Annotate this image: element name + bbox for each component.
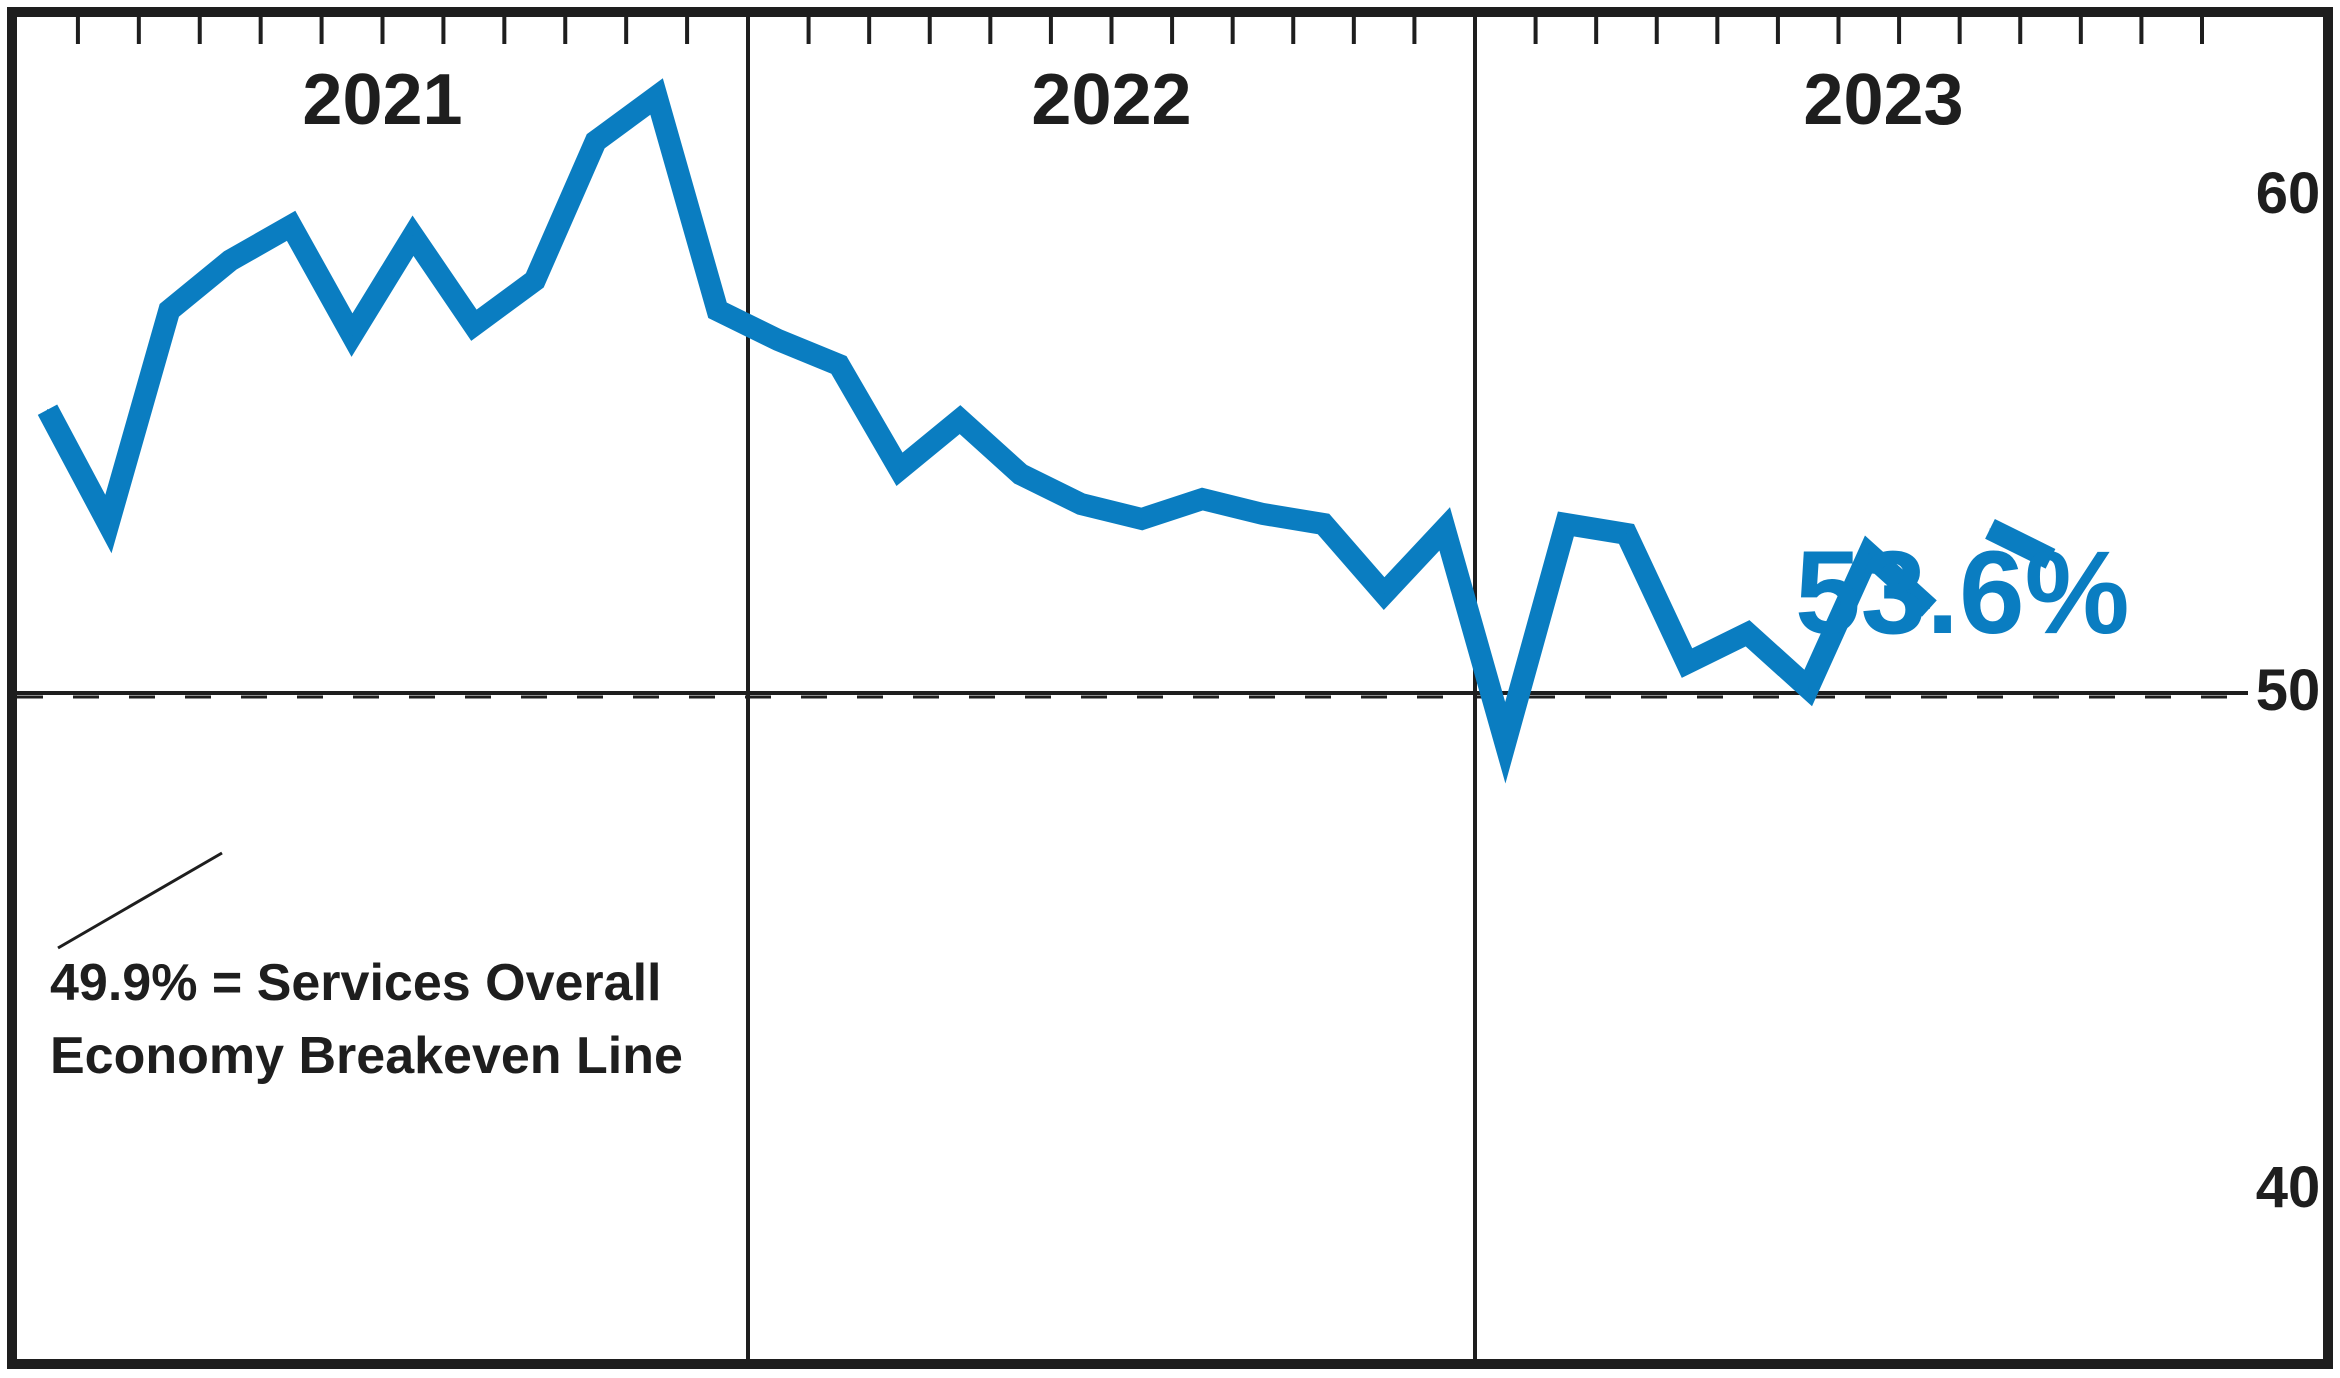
year-label: 2022	[1031, 60, 1191, 140]
data-point	[168, 309, 170, 311]
plot-frame	[7, 7, 2333, 1369]
data-point	[1262, 513, 1264, 515]
annotation-leader-line	[57, 851, 223, 950]
year-label: 2021	[302, 60, 462, 140]
data-point	[1141, 518, 1143, 520]
year-dividers	[746, 17, 1477, 1359]
data-point	[595, 140, 597, 142]
data-point	[1686, 662, 1688, 664]
series-lines	[37, 78, 2056, 784]
data-point	[2050, 558, 2052, 560]
data-point	[1383, 593, 1385, 595]
data-point	[1565, 523, 1567, 525]
data-point	[534, 279, 536, 281]
series-line	[1985, 519, 2056, 569]
y-axis-ticks: 60 50 40	[2256, 161, 2321, 1220]
data-point	[46, 409, 48, 411]
latest-value-callout: 53.6%	[1795, 527, 2130, 659]
y-tick-label: 40	[2256, 1155, 2321, 1220]
data-point	[1323, 523, 1325, 525]
top-tick-marks	[75, 17, 2204, 44]
data-point	[656, 96, 658, 98]
data-point	[1868, 553, 1870, 555]
year-labels: 2021 2022 2023	[302, 60, 1963, 140]
data-point	[1020, 473, 1022, 475]
breakeven-annotation-line-2: Economy Breakeven Line	[50, 1027, 683, 1085]
year-label: 2023	[1803, 60, 1963, 140]
data-point	[1504, 742, 1506, 744]
data-point	[290, 225, 292, 227]
data-point	[1080, 503, 1082, 505]
data-point	[1989, 528, 1991, 530]
data-point	[717, 309, 719, 311]
data-point	[107, 523, 109, 525]
data-point	[959, 419, 961, 421]
data-point	[1201, 498, 1203, 500]
series-line	[37, 78, 1937, 784]
breakeven-annotation-line-1: 49.9% = Services Overall	[50, 954, 661, 1012]
data-point	[229, 260, 231, 262]
data-point	[473, 324, 475, 326]
y-tick-label: 50	[2256, 658, 2321, 723]
breakeven-gridline	[17, 690, 2248, 699]
data-point	[777, 339, 779, 341]
data-point	[1625, 533, 1627, 535]
data-point	[351, 334, 353, 336]
data-point	[1747, 632, 1749, 634]
data-point	[838, 364, 840, 366]
data-point	[1444, 528, 1446, 530]
y-tick-label: 60	[2256, 161, 2321, 226]
data-point	[898, 468, 900, 470]
data-point	[1807, 687, 1809, 689]
data-point	[412, 235, 414, 237]
data-point	[1928, 607, 1930, 609]
